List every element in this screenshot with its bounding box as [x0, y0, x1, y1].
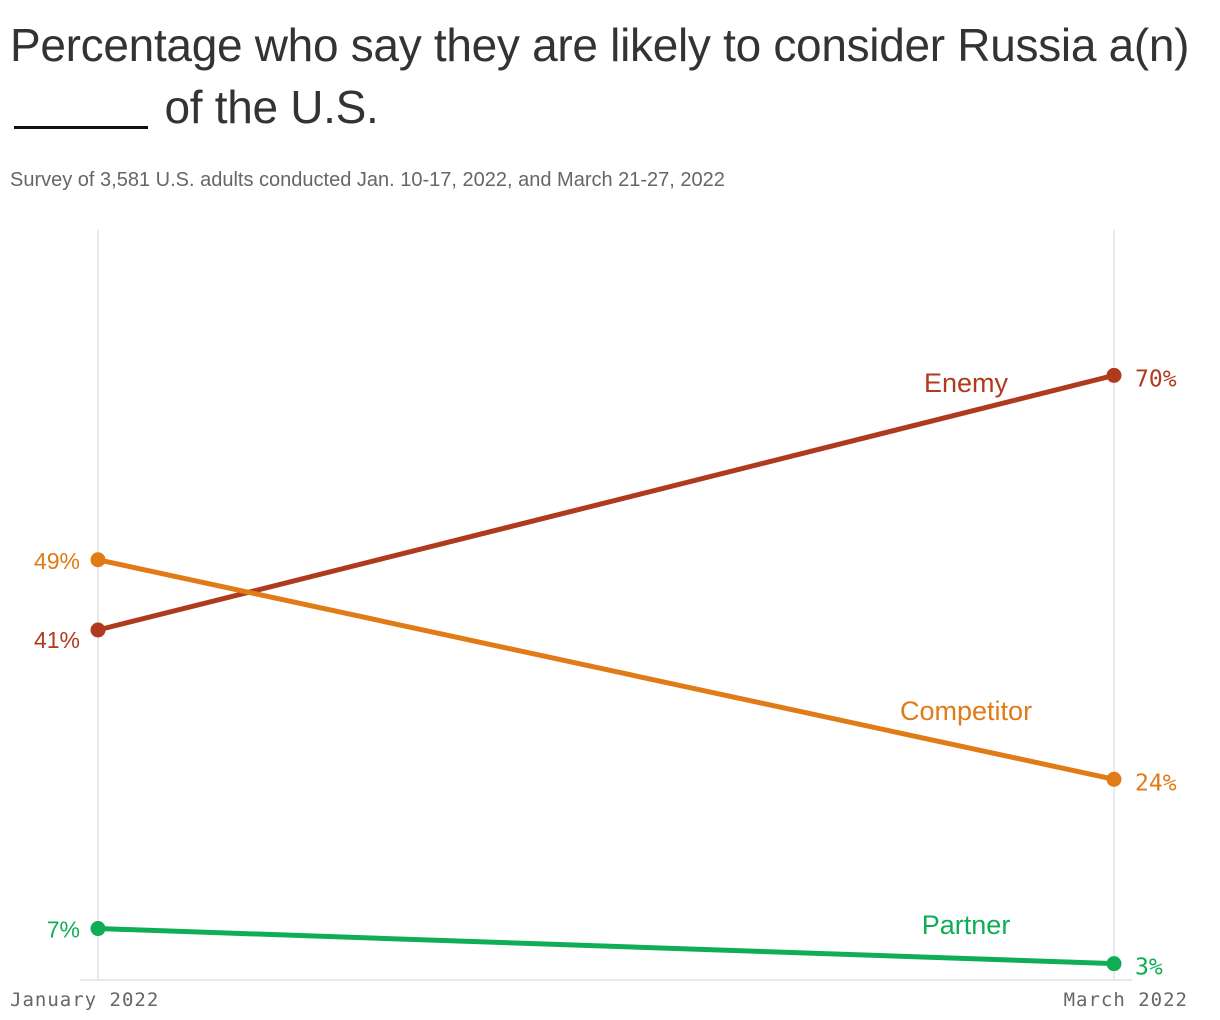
series-name-label-competitor: Competitor: [900, 696, 1032, 726]
series-name-label-enemy: Enemy: [924, 368, 1009, 398]
chart-subtitle: Survey of 3,581 U.S. adults conducted Ja…: [10, 169, 725, 191]
value-label-competitor-end: 24%: [1135, 770, 1177, 796]
value-label-partner-start: 7%: [47, 917, 80, 943]
point-competitor-end: [1106, 771, 1122, 787]
point-enemy-start: [90, 622, 106, 638]
x-tick-label: January 2022: [10, 989, 159, 1011]
value-label-enemy-start: 41%: [34, 627, 80, 653]
series-lines: [95, 372, 1117, 967]
series-name-label-partner: Partner: [922, 910, 1011, 940]
series-line-competitor: [95, 557, 1117, 782]
point-partner-start: [90, 921, 106, 937]
value-label-enemy-end: 70%: [1135, 366, 1177, 392]
x-axis: January 2022 March 2022: [10, 989, 1188, 1011]
series-line-partner: [95, 926, 1117, 967]
data-points: [90, 367, 1122, 972]
title-blank: [14, 86, 148, 129]
point-competitor-start: [90, 552, 106, 568]
chart-grid: [80, 230, 1132, 981]
value-label-competitor-start: 49%: [34, 548, 80, 574]
chart-title: Percentage who say they are likely to co…: [10, 19, 1190, 133]
point-partner-end: [1106, 956, 1122, 972]
series-line-enemy: [95, 372, 1117, 633]
x-tick-label: March 2022: [1064, 989, 1188, 1011]
value-label-partner-end: 3%: [1135, 955, 1163, 981]
data-labels: 41% 70% Enemy 49% 24% Competitor 7% 3% Partner: [34, 366, 1177, 980]
point-enemy-end: [1106, 367, 1122, 383]
